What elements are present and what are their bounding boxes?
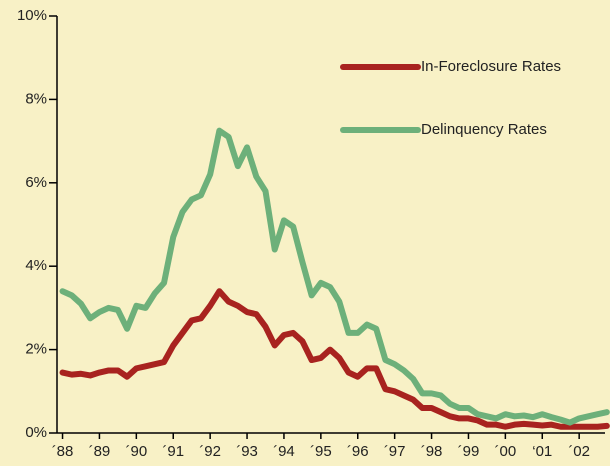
x-tick-label: ´00 — [495, 443, 517, 460]
y-tick-label: 6% — [25, 174, 47, 191]
x-tick-label: ´96 — [347, 443, 369, 460]
x-tick-label: ´92 — [199, 443, 221, 460]
y-tick-label: 2% — [25, 341, 47, 358]
x-tick-label: ´98 — [421, 443, 443, 460]
legend-label: In-Foreclosure Rates — [421, 58, 561, 75]
y-tick-label: 10% — [17, 7, 47, 24]
x-tick-label: ‘01 — [532, 443, 552, 460]
x-tick-label: ´93 — [236, 443, 258, 460]
y-tick-label: 0% — [25, 424, 47, 441]
y-tick-label: 4% — [25, 257, 47, 274]
x-tick-label: ´97 — [384, 443, 406, 460]
x-tick-label: ´95 — [310, 443, 332, 460]
x-tick-label: ´94 — [273, 443, 295, 460]
series-line — [59, 288, 610, 430]
x-tick-label: ´02 — [568, 443, 590, 460]
x-tick-label: ´89 — [89, 443, 111, 460]
series-line — [59, 127, 610, 426]
legend-label: Delinquency Rates — [421, 121, 547, 138]
x-tick-label: ´99 — [458, 443, 480, 460]
x-tick-label: ´90 — [125, 443, 147, 460]
x-tick-label: ´88 — [52, 443, 74, 460]
x-tick-label: ´91 — [162, 443, 184, 460]
y-tick-label: 8% — [25, 90, 47, 107]
